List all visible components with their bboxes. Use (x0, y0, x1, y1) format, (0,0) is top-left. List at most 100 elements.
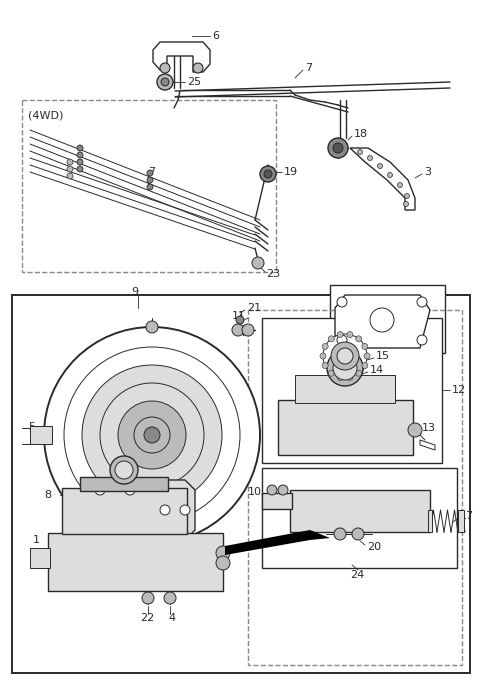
Text: 22: 22 (140, 613, 154, 623)
Circle shape (408, 423, 422, 437)
Circle shape (146, 321, 158, 333)
Text: 25: 25 (187, 77, 201, 87)
Circle shape (278, 485, 288, 495)
Circle shape (337, 335, 347, 345)
Circle shape (95, 485, 105, 495)
Circle shape (82, 365, 222, 505)
Text: 1: 1 (33, 535, 40, 545)
Bar (428, 510, 432, 532)
Bar (62, 488, 187, 534)
Text: 16: 16 (352, 363, 366, 373)
Text: 11: 11 (232, 311, 246, 321)
Circle shape (157, 74, 173, 90)
Circle shape (337, 332, 343, 338)
Circle shape (405, 193, 409, 199)
Polygon shape (420, 440, 435, 450)
Circle shape (333, 356, 357, 380)
Circle shape (134, 417, 170, 453)
Circle shape (77, 166, 83, 172)
Circle shape (333, 143, 343, 153)
Circle shape (362, 343, 368, 349)
Circle shape (142, 592, 154, 604)
Bar (295, 375, 395, 403)
Circle shape (404, 201, 408, 206)
Circle shape (322, 343, 328, 349)
Circle shape (328, 138, 348, 158)
Circle shape (77, 145, 83, 151)
Text: 2: 2 (392, 300, 399, 310)
Circle shape (216, 556, 230, 570)
Circle shape (337, 297, 347, 307)
Circle shape (417, 335, 427, 345)
Circle shape (331, 342, 359, 370)
Circle shape (64, 347, 240, 523)
Circle shape (328, 336, 334, 342)
Circle shape (337, 375, 343, 380)
Circle shape (67, 166, 73, 172)
Text: 23: 23 (266, 269, 280, 279)
Bar (30, 426, 52, 444)
Bar (262, 493, 292, 509)
Bar (330, 285, 445, 353)
Circle shape (347, 332, 353, 338)
Text: 18: 18 (354, 129, 368, 139)
Circle shape (370, 308, 394, 332)
Circle shape (67, 173, 73, 179)
Circle shape (160, 63, 170, 73)
Circle shape (267, 485, 277, 495)
Text: 20: 20 (367, 542, 381, 552)
Polygon shape (153, 42, 210, 72)
Bar (262, 468, 457, 568)
Circle shape (377, 164, 383, 169)
Polygon shape (90, 480, 195, 540)
Text: 8: 8 (44, 490, 51, 500)
Circle shape (327, 350, 363, 386)
Circle shape (356, 336, 362, 342)
Circle shape (232, 324, 244, 336)
Bar (278, 400, 413, 455)
Text: 3: 3 (424, 167, 431, 177)
Circle shape (216, 546, 230, 560)
Circle shape (328, 370, 334, 376)
Text: 24: 24 (350, 570, 364, 580)
Bar (458, 510, 464, 532)
Circle shape (334, 528, 346, 540)
Text: (4WD): (4WD) (28, 110, 63, 120)
Polygon shape (350, 148, 415, 210)
Circle shape (387, 173, 393, 177)
Text: 21: 21 (247, 303, 261, 313)
Circle shape (417, 297, 427, 307)
Circle shape (236, 316, 244, 324)
Bar (12, 295, 470, 673)
Circle shape (397, 182, 403, 188)
Circle shape (362, 362, 368, 369)
Circle shape (147, 184, 153, 190)
Bar (30, 548, 50, 568)
Circle shape (323, 334, 367, 378)
Circle shape (242, 324, 254, 336)
Circle shape (160, 505, 170, 515)
Circle shape (115, 461, 133, 479)
Circle shape (100, 383, 204, 487)
Bar (48, 533, 223, 591)
Polygon shape (335, 295, 430, 348)
Circle shape (125, 485, 135, 495)
Circle shape (337, 348, 353, 364)
Circle shape (44, 327, 260, 543)
Circle shape (260, 166, 276, 182)
Circle shape (352, 528, 364, 540)
Text: 10: 10 (248, 487, 262, 497)
Text: 17: 17 (460, 511, 474, 521)
Text: 4: 4 (168, 613, 175, 623)
Circle shape (147, 177, 153, 183)
Text: 19: 19 (284, 167, 298, 177)
Circle shape (364, 353, 370, 359)
Circle shape (322, 362, 328, 369)
Circle shape (347, 375, 353, 380)
Text: 12: 12 (452, 385, 466, 395)
Circle shape (144, 427, 160, 443)
Bar (290, 490, 430, 532)
Circle shape (320, 353, 326, 359)
Text: 14: 14 (370, 365, 384, 375)
Text: 6: 6 (212, 31, 219, 41)
